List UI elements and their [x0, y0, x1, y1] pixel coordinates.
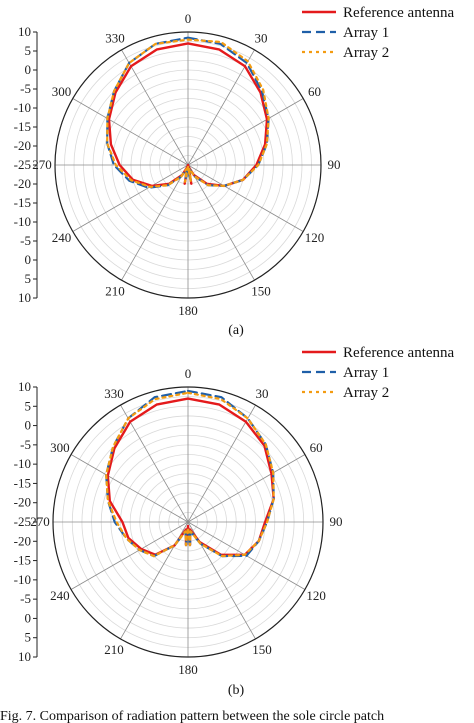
radial-tick-label: 5 — [25, 271, 32, 286]
radial-tick-label: -10 — [14, 100, 31, 115]
radial-tick-label: -15 — [14, 195, 31, 210]
panel-label: (b) — [228, 683, 245, 698]
radial-tick-label: -10 — [14, 214, 31, 229]
radial-tick-label: 10 — [18, 649, 31, 664]
angle-label: 60 — [310, 440, 323, 455]
angle-label: 180 — [178, 303, 198, 318]
angle-label: 120 — [306, 588, 326, 603]
angle-label: 90 — [330, 514, 343, 529]
grid-spoke — [121, 164, 189, 281]
angle-label: 210 — [105, 283, 125, 298]
radial-tick-label: 10 — [18, 24, 31, 39]
radial-tick-label: -15 — [14, 553, 31, 568]
angle-label: 0 — [185, 11, 192, 26]
radial-tick-label: 0 — [25, 418, 32, 433]
grid-spoke — [187, 164, 255, 281]
angle-label: 330 — [105, 31, 125, 46]
radial-tick-label: 0 — [25, 252, 32, 267]
angle-label: 270 — [30, 514, 50, 529]
angle-label: 240 — [50, 588, 70, 603]
legend-label: Array 2 — [343, 45, 389, 61]
radial-tick-label: 10 — [18, 290, 31, 305]
grid-spoke — [120, 404, 189, 523]
radial-tick-label: -15 — [14, 119, 31, 134]
series-line-array-2 — [106, 38, 270, 188]
radial-tick-label: -10 — [14, 572, 31, 587]
radial-tick-label: -5 — [20, 81, 31, 96]
angle-label: 30 — [255, 31, 268, 46]
angle-label: 300 — [52, 84, 72, 99]
angle-label: 120 — [305, 230, 325, 245]
radial-tick-label: -20 — [14, 533, 31, 548]
radial-tick-label: -15 — [14, 475, 31, 490]
radial-tick-label: 5 — [25, 43, 32, 58]
radial-tick-label: 5 — [25, 630, 32, 645]
radial-tick-label: -5 — [20, 591, 31, 606]
angle-label: 210 — [104, 642, 124, 657]
legend-label: Array 1 — [343, 365, 389, 381]
angle-label: 60 — [308, 84, 321, 99]
grid-spoke — [187, 164, 304, 232]
outer-circle — [54, 31, 322, 299]
radial-tick-label: -5 — [20, 437, 31, 452]
angle-label: 300 — [50, 440, 70, 455]
radial-tick-label: -20 — [14, 495, 31, 510]
series-line-reference-antenna — [107, 42, 269, 188]
outer-circle — [52, 386, 324, 658]
polar-chart-b: 0 30 60 90 120 150 180 210 240 270 300 330 10 5 0 -5 -10… — [14, 345, 455, 698]
series-line-array-2 — [105, 391, 275, 558]
radial-tick-label: -5 — [20, 233, 31, 248]
radial-tick-label: 10 — [18, 379, 31, 394]
legend-label: Array 1 — [343, 25, 389, 41]
angle-label: 330 — [104, 386, 124, 401]
grid-spoke — [187, 98, 304, 166]
polar-chart-a: 03060901201501802102402703003301050-5-10… — [14, 5, 455, 338]
grid-spoke — [121, 49, 189, 166]
angle-label: 180 — [178, 662, 198, 677]
angle-label: 150 — [251, 283, 271, 298]
angle-label: 30 — [256, 386, 269, 401]
figure-caption: Fig. 7. Comparison of radiation pattern … — [0, 709, 384, 723]
legend-label: Reference antenna — [343, 345, 455, 361]
radial-tick-label: 0 — [25, 62, 32, 77]
grid-spoke — [72, 164, 189, 232]
panel-label: (a) — [228, 323, 244, 338]
radial-tick-label: 5 — [25, 398, 32, 413]
angle-label: 240 — [52, 230, 72, 245]
grid-spoke — [187, 49, 255, 166]
grid-spoke — [187, 454, 306, 523]
grid-spoke — [70, 521, 189, 590]
grid-spoke — [70, 454, 189, 523]
grid-spoke — [187, 404, 256, 523]
series-line-reference-antenna — [106, 397, 275, 556]
radial-tick-label: -20 — [14, 176, 31, 191]
angle-label: 150 — [252, 642, 272, 657]
radial-tick-label: -20 — [14, 138, 31, 153]
angle-label: 90 — [328, 157, 341, 172]
radial-tick-label: -25 — [14, 157, 31, 172]
legend-label: Array 2 — [343, 385, 389, 401]
radial-tick-label: -25 — [14, 514, 31, 529]
radial-tick-label: 0 — [25, 610, 32, 625]
legend-label: Reference antenna — [343, 5, 455, 21]
radial-tick-label: -10 — [14, 456, 31, 471]
angle-label: 0 — [185, 366, 192, 381]
grid-spoke — [72, 98, 189, 166]
